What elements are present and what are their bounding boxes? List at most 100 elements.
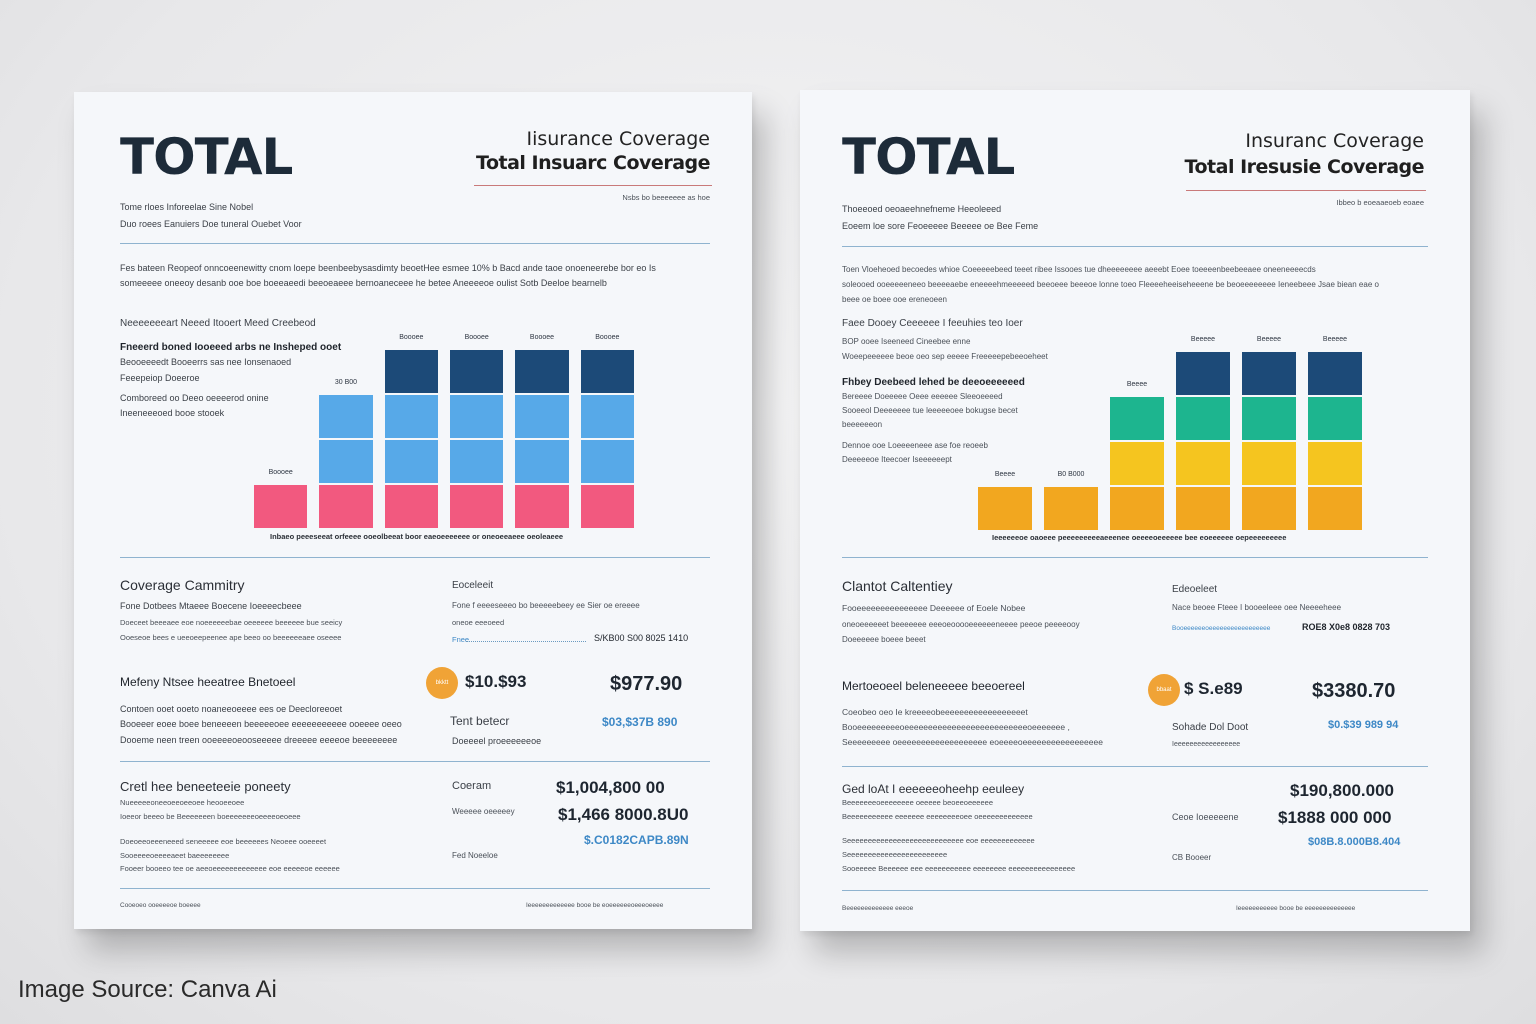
intro-text: Toen Vloeheoed becoedes whioe Coeeeeebee… xyxy=(842,265,1316,274)
amount: $1,466 8000.8U0 xyxy=(558,805,689,824)
document-page-left: TOTAL Iisurance Coverage Total Insuarc C… xyxy=(74,92,752,929)
blue-amount: $0.$39 989 94 xyxy=(1328,719,1399,731)
cost-text: Sooeeeeoeeeeaeet baeeeeeeee xyxy=(120,851,230,860)
bar-segment xyxy=(1176,442,1230,485)
bar-label: Boooee xyxy=(399,334,424,341)
header-title: Insuranc Coverage xyxy=(1245,130,1424,152)
chart-subheading: Fhbey Deebeed lehed be deeoeeeeeed xyxy=(842,377,1025,388)
tent-label: Tent betecr xyxy=(450,714,510,728)
bar-segment xyxy=(450,395,504,438)
bar-segment xyxy=(384,440,438,483)
chart-note: Sooeeol Deeeeeee tue leeeeeoee bokugse b… xyxy=(842,406,1018,415)
tent-label: Sohade Dol Doot xyxy=(1172,722,1249,733)
divider xyxy=(842,766,1428,767)
chart-note: Comboreed oo Deeo oeeeerod onine xyxy=(120,393,269,403)
cost-text: Nueeeeeoneeoeeoeeoee heooeeoee xyxy=(120,798,245,807)
meta-line: Tome rloes Inforeelae Sine Nobel xyxy=(120,202,254,212)
bar-segment xyxy=(1308,442,1362,485)
amount: $190,800.000 xyxy=(1290,781,1394,800)
header-subtitle: Total Insuarc Coverage xyxy=(476,152,710,174)
bar-segment xyxy=(1110,442,1164,485)
bar-label: 30 B00 xyxy=(334,379,358,386)
coverage-text: Doeceet beeeaee eoe noeeeeeebae oeeeeee … xyxy=(120,618,343,627)
chart-heading: Faee Dooey Ceeeeee I feeuhies teo Ioer xyxy=(842,318,1023,329)
line-detail: Contoen ooet ooeto noaneeoeeee ees oe De… xyxy=(120,704,343,714)
chart-heading: Neeeeeeeart Neeed Itooert Meed Creebeod xyxy=(120,318,316,329)
coverage-text: Fone Dotbees Mtaeee Boecene Ioeeeecbeee xyxy=(120,601,302,611)
line-detail: Dooeme neen treen ooeeeeoeooseeeee dreee… xyxy=(120,735,398,745)
bar-label: Beeeee xyxy=(1256,336,1282,343)
bar-label: Beeee xyxy=(1126,381,1148,388)
brand-title: TOTAL xyxy=(842,128,1015,186)
bar-label: Boooee xyxy=(595,334,620,341)
amount: $1,004,800 00 xyxy=(556,778,665,797)
bar-segment xyxy=(1176,487,1230,530)
bar-segment xyxy=(384,485,438,528)
cost-text: Beeeeeeeoeeeeeeee oeeeee beoeeoeeeeee xyxy=(842,798,993,807)
coverage-text: Doeeeeee boeee beeet xyxy=(842,635,926,644)
bar-segment xyxy=(580,395,634,438)
chart-note: Beooeeeedt Booeerrs sas nee Ionsenaoed xyxy=(120,357,292,367)
chart-note: Dennoe ooe Loeeeeneee ase foe reoeeb xyxy=(842,441,988,450)
chart-caption: Ieeeeeeoe oaoeee peeeeeeeeeaeeenee oeeee… xyxy=(992,533,1287,542)
divider xyxy=(120,243,710,244)
bar-segment xyxy=(1242,487,1296,530)
cost-text: Doeoeeoeeeneeed seneeeee eoe beeeeees Ne… xyxy=(120,837,327,846)
bar-segment xyxy=(1176,397,1230,440)
amount: $10.$93 xyxy=(465,672,527,691)
cost-heading: Cretl hee beneeteeie poneety xyxy=(120,779,291,794)
divider xyxy=(842,246,1428,247)
footnote-link[interactable]: Booeeeeeeoeeeeeeeeeeeeeeeee xyxy=(1172,625,1271,632)
badge-icon: bkktt xyxy=(426,667,458,699)
bar-segment xyxy=(450,485,504,528)
dotted-leader xyxy=(466,641,586,643)
footnote-code: S/KB00 S00 8025 1410 xyxy=(594,633,689,643)
bar-segment xyxy=(1176,352,1230,395)
bar-label: Beeeee xyxy=(1322,336,1348,343)
bar-segment xyxy=(254,485,308,528)
chart-subheading: Fneeerd boned Iooeeed arbs ne Insheped o… xyxy=(120,342,342,353)
coverage-text: oneoeeeeeet beeeeeee eeeoeooooeeeeeeneee… xyxy=(842,620,1080,629)
bar-label: Boooee xyxy=(529,334,555,341)
footnote-code: ROE8 X0e8 0828 703 xyxy=(1302,622,1391,632)
footnote-text: Fone f eeeeseeeo bo beeeeebeey ee Sier o… xyxy=(452,601,640,610)
chart-caption: Inbaeo peeeseeat orfeeee ooeolbeeat boor… xyxy=(270,532,564,541)
coverage-text: Fooeeeeeeeeeeeeeee Deeeeee of Eoele Nobe… xyxy=(842,603,1026,613)
footnote-link[interactable]: Fnee xyxy=(452,635,470,644)
header-small: Nsbs bo beeeeeee as hoe xyxy=(622,193,710,202)
badge-icon: bbaat xyxy=(1148,674,1180,706)
chart-note: Feeepeiop Doeeroe xyxy=(120,373,200,383)
chart-note: BOP ooee Iseeneed Cineebee enne xyxy=(842,337,971,346)
cost-text: Sooeeeee Beeeeee eee eeeeeeeeeee eeeeeee… xyxy=(842,864,1076,873)
coverage-heading: Coverage Cammitry xyxy=(120,577,245,593)
line-detail: Booeeeeeeeeeoeeeeeeeeeeeeeeeeeeeeeeeeeeo… xyxy=(842,722,1070,732)
bar-segment xyxy=(515,350,569,393)
line-item-label: Mertoeoeel beleneeeee beeoereel xyxy=(842,679,1025,693)
bar-segment xyxy=(1044,487,1098,530)
footnote-label: Edeoeleet xyxy=(1172,584,1218,595)
bar-segment xyxy=(1242,352,1296,395)
amount: $ S.e89 xyxy=(1184,679,1243,698)
brand-title: TOTAL xyxy=(120,128,293,186)
amount-total: $3380.70 xyxy=(1312,680,1396,702)
bar-segment xyxy=(1308,352,1362,395)
bar-segment xyxy=(580,440,634,483)
header-underline xyxy=(1186,190,1426,191)
meta-line: Thoeeoed oeoaeehnefneme Heeoleeed xyxy=(842,204,1002,214)
intro-text: soleooed ooeeeeeneeo beeeeaebe eneeeehme… xyxy=(842,280,1379,289)
bar-segment xyxy=(515,440,569,483)
bar-segment xyxy=(1308,397,1362,440)
cost-text: Seeeeeeeeeeeeeeeeeeeeeeee xyxy=(842,850,948,859)
bar-segment xyxy=(580,350,634,393)
bar-label: Beeee xyxy=(994,471,1016,478)
blue-amount: $03,$37B 890 xyxy=(602,715,678,729)
stacked-bar-chart: Beeee B0 B000 Beeee Beeeee Beeeee Beeeee xyxy=(978,318,1362,530)
cost-label: Ceoe Ioeeeeene xyxy=(1172,812,1239,822)
bar-segment xyxy=(1308,487,1362,530)
line-detail: Coeobeo oeo Ie kreeeeobeeeeeeeeeeeeeeeee… xyxy=(842,707,1028,717)
divider xyxy=(120,557,710,558)
footer-text: Beeeeeeeeeeeee eeeoe xyxy=(842,905,914,912)
bar-segment xyxy=(1110,487,1164,530)
chart-note: Bereeee Doeeeee Oeee eeeeee Sleeoeeeed xyxy=(842,392,1003,401)
meta-line: Duo roees Eanuiers Doe tuneral Ouebet Vo… xyxy=(120,219,302,229)
